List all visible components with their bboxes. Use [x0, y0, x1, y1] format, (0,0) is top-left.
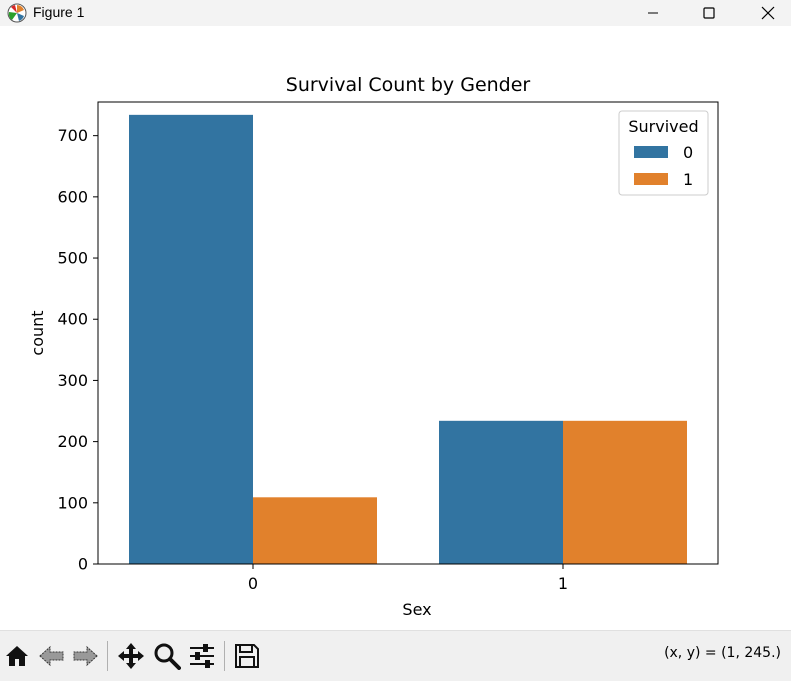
configure-subplots-button[interactable] [187, 641, 217, 671]
bar [439, 420, 563, 564]
save-button[interactable] [232, 641, 262, 671]
x-axis-label: Sex [402, 600, 431, 619]
back-button[interactable] [37, 641, 67, 671]
matplotlib-logo-icon [7, 3, 27, 23]
home-button[interactable] [2, 641, 32, 671]
legend-title: Survived [628, 117, 698, 136]
forward-icon [73, 645, 98, 667]
maximize-button[interactable] [686, 0, 732, 26]
legend-swatch [634, 146, 668, 158]
maximize-icon [703, 7, 715, 19]
y-tick-label: 300 [57, 371, 88, 390]
figure-canvas[interactable]: Survival Count by Gender 0 100 200 300 400 500… [0, 26, 791, 630]
minimize-icon [648, 12, 658, 14]
close-button[interactable] [745, 0, 791, 26]
y-tick-label: 100 [57, 493, 88, 512]
y-tick-label: 600 [57, 187, 88, 206]
x-tick-label: 1 [558, 574, 568, 593]
legend-entry: 1 [683, 170, 693, 189]
minimize-button[interactable] [630, 0, 676, 26]
bar [129, 114, 253, 564]
y-tick-label: 400 [57, 310, 88, 329]
y-tick-label: 200 [57, 432, 88, 451]
save-icon [235, 644, 259, 668]
zoom-button[interactable] [152, 641, 182, 671]
legend-entry: 0 [683, 143, 693, 162]
bar [563, 420, 687, 564]
coordinates-readout: (x, y) = (1, 245.) [664, 645, 781, 661]
window-titlebar: Figure 1 [0, 0, 791, 26]
y-tick-label: 500 [57, 249, 88, 268]
back-icon [39, 645, 64, 667]
y-tick-label: 0 [78, 555, 88, 574]
zoom-icon [154, 643, 181, 670]
home-icon [6, 646, 28, 666]
x-tick-label: 0 [248, 574, 258, 593]
axes-frame [97, 101, 719, 565]
configure-subplots-icon [190, 644, 214, 668]
chart-title: Survival Count by Gender [286, 74, 531, 96]
close-icon [761, 6, 775, 20]
bar-chart: Survival Count by Gender0100200300400500… [28, 74, 719, 619]
y-axis-label: count [28, 310, 47, 355]
window-title: Figure 1 [33, 4, 85, 20]
toolbar-separator [107, 641, 108, 671]
navigation-toolbar: (x, y) = (1, 245.) [0, 630, 791, 681]
forward-button[interactable] [70, 641, 100, 671]
pan-icon [118, 643, 144, 669]
pan-button[interactable] [116, 641, 146, 671]
toolbar-separator [224, 641, 225, 671]
bar [253, 497, 377, 564]
y-tick-label: 700 [57, 126, 88, 145]
legend-swatch [634, 173, 668, 185]
